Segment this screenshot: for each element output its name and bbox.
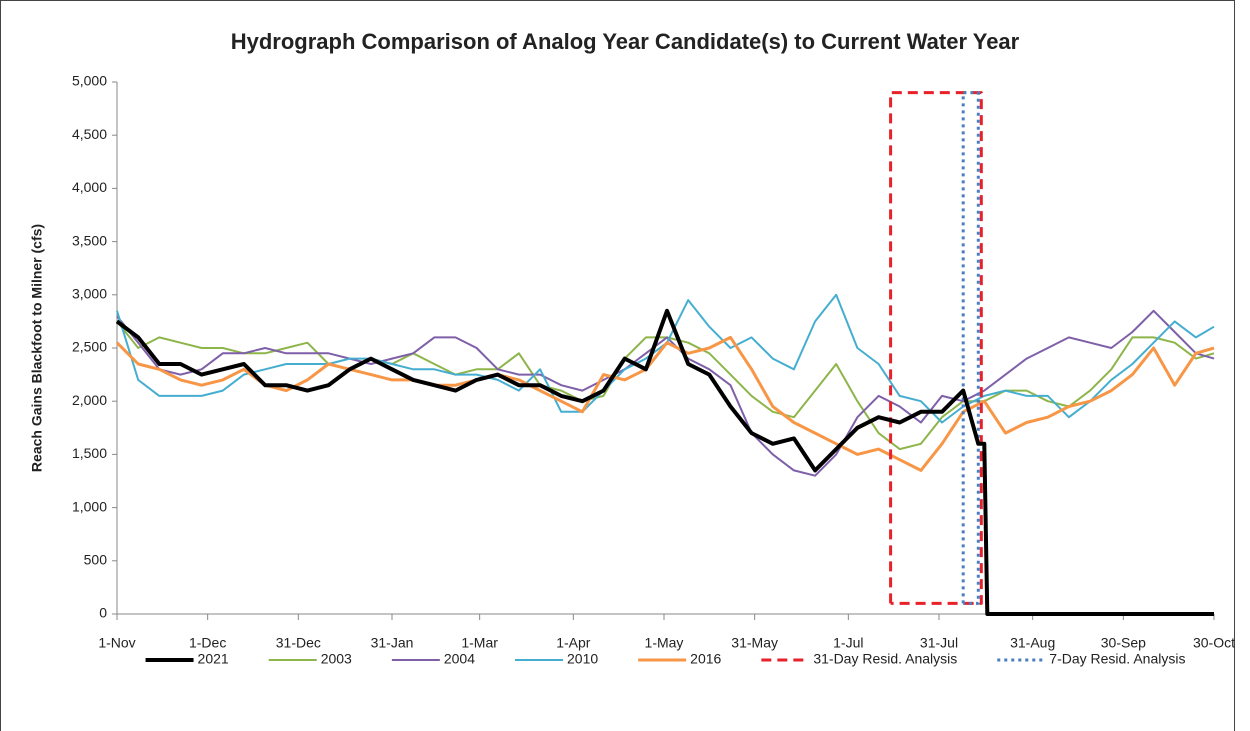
y-tick-label: 2,000	[72, 392, 107, 408]
series-line	[115, 335, 1215, 472]
legend-label: 7-Day Resid. Analysis	[1049, 651, 1185, 667]
y-tick-label: 1,000	[72, 498, 107, 514]
x-tick-label: 31-Aug	[1010, 635, 1055, 651]
series-line	[115, 308, 1214, 616]
y-tick-label: 4,500	[72, 126, 107, 142]
x-tick-label: 30-Sep	[1101, 635, 1146, 651]
y-tick-label: 5,000	[72, 73, 107, 89]
y-tick-label: 2,500	[72, 339, 107, 355]
chart-title: Hydrograph Comparison of Analog Year Can…	[231, 29, 1020, 54]
y-tick-label: 3,500	[72, 232, 107, 248]
x-tick-label: 1-Nov	[98, 635, 135, 651]
x-tick-label: 1-Dec	[189, 635, 226, 651]
x-tick-label: 1-May	[645, 635, 684, 651]
x-tick-label: 31-Dec	[276, 635, 321, 651]
legend-label: 2010	[567, 651, 598, 667]
legend-label: 2004	[444, 651, 475, 667]
x-tick-label: 1-Mar	[461, 635, 498, 651]
legend: 2021 2003 2004 2010 2016 31-Day Resid. Analys…	[145, 651, 1185, 667]
series-line	[889, 91, 983, 605]
y-tick-label: 3,000	[72, 286, 107, 302]
series-line	[961, 91, 980, 605]
x-tick-label: 1-Jul	[833, 635, 863, 651]
y-tick-label: 4,000	[72, 179, 107, 195]
x-tick-label: 31-May	[731, 635, 778, 651]
legend-label: 2003	[321, 651, 352, 667]
y-tick-label: 0	[99, 605, 107, 621]
legend-label: 2016	[690, 651, 721, 667]
series-line	[116, 309, 1215, 477]
y-tick-label: 1,500	[72, 445, 107, 461]
x-tick-label: 30-Oct	[1193, 635, 1235, 651]
legend-label: 31-Day Resid. Analysis	[813, 651, 957, 667]
x-tick-label: 31-Jul	[920, 635, 958, 651]
x-tick-label: 31-Jan	[371, 635, 414, 651]
legend-label: 2021	[198, 651, 229, 667]
y-axis-label: Reach Gains Blackfoot to Milner (cfs)	[29, 224, 45, 472]
x-tick-label: 1-Apr	[556, 635, 591, 651]
y-tick-label: 500	[84, 552, 108, 568]
